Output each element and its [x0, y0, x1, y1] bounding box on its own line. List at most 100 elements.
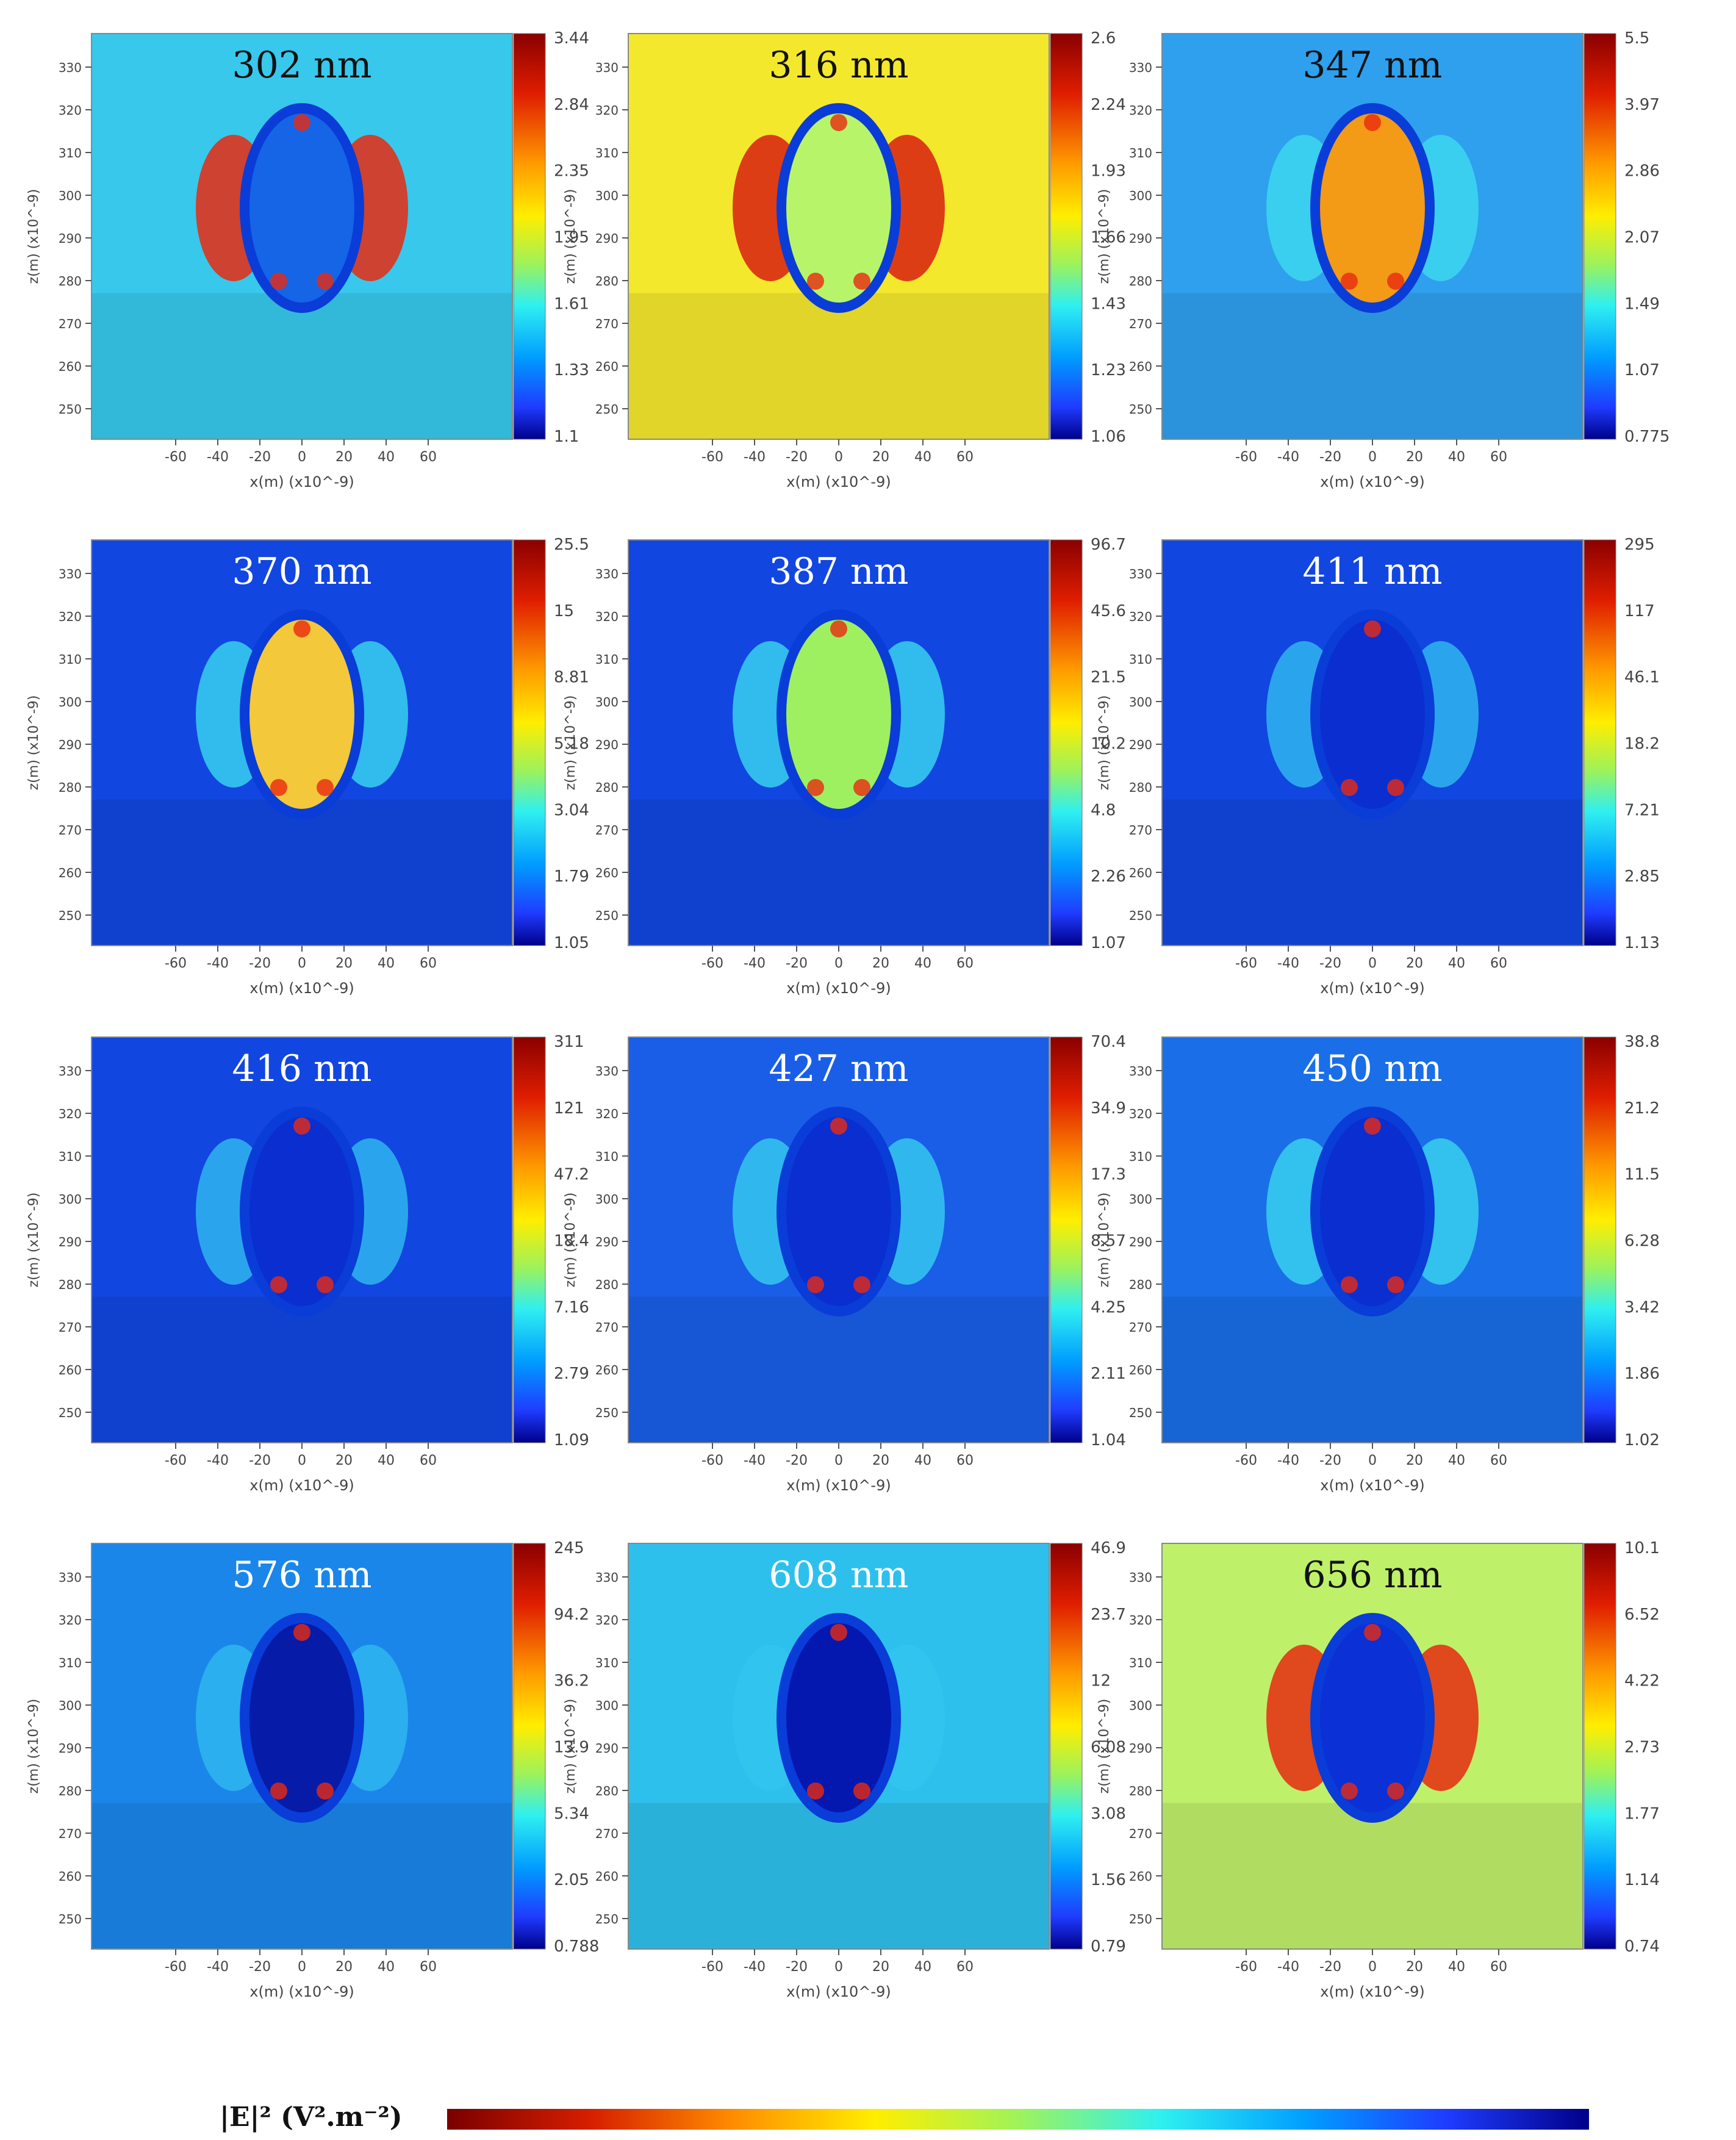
colorbar-tick-label: 15: [554, 602, 574, 620]
z-tick-label: 250: [595, 908, 619, 923]
z-tick-label: 330: [1129, 567, 1152, 581]
x-tick-label: -60: [165, 956, 187, 971]
hot-spot: [317, 778, 334, 796]
colorbar-tick-label: 2.11: [1091, 1365, 1126, 1383]
panel-title: 370 nm: [232, 550, 371, 593]
panel-title: 656 nm: [1302, 1554, 1442, 1596]
x-tick-label: -40: [207, 956, 229, 971]
z-tick-label: 300: [1129, 189, 1152, 203]
x-axis-label: x(m) (x10^-9): [249, 473, 354, 490]
hot-spot: [1387, 1276, 1404, 1293]
colorbar-tick-label: 2.24: [1091, 96, 1126, 114]
z-tick-label: 250: [595, 402, 619, 417]
z-tick-label: 280: [595, 1277, 619, 1292]
x-tick-label: 20: [335, 956, 353, 971]
z-tick-label: 280: [59, 274, 82, 289]
z-tick-label: 330: [595, 1570, 619, 1585]
colorbar: [513, 33, 546, 440]
colorbar-tick-label: 2.84: [554, 96, 589, 114]
colorbar-tick-label: 5.34: [554, 1804, 589, 1823]
colorbar-tick-label: 18.4: [554, 1232, 589, 1251]
x-tick-label: -20: [786, 450, 808, 465]
z-tick-label: 310: [59, 1656, 82, 1670]
colorbar-tick-label: 1.04: [1091, 1431, 1126, 1449]
particle-core: [786, 619, 891, 809]
colorbar-tick-label: 5.5: [1624, 29, 1649, 48]
horizontal-colorbar: [447, 2109, 1589, 2130]
z-tick-label: 300: [595, 695, 619, 709]
hot-spot: [293, 1623, 310, 1641]
z-tick-label: 280: [1129, 274, 1152, 289]
colorbar-tick-label: 21.5: [1091, 669, 1126, 687]
x-tick-label: 40: [1448, 1959, 1465, 1975]
z-tick-label: 310: [59, 652, 82, 667]
colorbar-tick-label: 8.81: [554, 669, 589, 687]
x-tick-label: 40: [914, 450, 931, 465]
x-tick-label: -40: [744, 1453, 766, 1468]
panel-title: 608 nm: [769, 1554, 908, 1596]
colorbar-tick-label: 2.6: [1091, 29, 1116, 48]
colorbar-tick-label: 6.28: [1624, 1232, 1660, 1251]
z-tick-label: 280: [595, 780, 619, 795]
z-axis-label: z(m) (x10^-9): [563, 189, 578, 284]
x-tick-label: 60: [1490, 956, 1507, 971]
z-tick-label: 250: [1129, 402, 1152, 417]
x-tick-label: 60: [1490, 450, 1507, 465]
panel-12: 10.1 6.52 4.22 2.73 1.77 1.14 0.74 -60 -40 -20 0 20…: [1097, 1539, 1660, 2000]
z-tick-label: 300: [59, 695, 82, 709]
hot-spot: [1341, 272, 1358, 290]
x-tick-label: 0: [298, 956, 306, 971]
hot-spot: [270, 1276, 287, 1293]
panel-10: 245 94.2 36.2 13.9 5.34 2.05 0.788 -60 -40 -20 0 20…: [26, 1539, 599, 2000]
colorbar-tick-label: 1.33: [554, 361, 589, 379]
x-tick-label: 20: [1406, 450, 1423, 465]
hot-spot: [1341, 778, 1358, 796]
x-tick-label: -20: [249, 1453, 271, 1468]
hot-spot: [853, 272, 870, 290]
x-tick-label: -40: [1277, 1959, 1299, 1975]
z-tick-label: 290: [595, 231, 619, 246]
x-axis-label: x(m) (x10^-9): [1320, 980, 1424, 997]
x-tick-label: 0: [834, 450, 843, 465]
x-tick-label: -40: [207, 450, 229, 465]
hot-spot: [293, 1117, 310, 1135]
z-tick-label: 320: [59, 609, 82, 624]
colorbar-tick-label: 2.05: [554, 1871, 589, 1889]
colorbar-tick-label: 46.1: [1624, 669, 1660, 687]
colorbar-tick-label: 1.66: [1091, 229, 1126, 247]
x-tick-label: -40: [1277, 450, 1299, 465]
z-tick-label: 320: [1129, 609, 1152, 624]
z-tick-label: 300: [1129, 1192, 1152, 1207]
particle-core: [1320, 1116, 1425, 1306]
x-axis-label: x(m) (x10^-9): [249, 1983, 354, 2000]
z-axis-label: z(m) (x10^-9): [563, 1699, 578, 1794]
x-tick-label: 40: [914, 956, 931, 971]
z-tick-label: 310: [59, 146, 82, 160]
x-axis-label: x(m) (x10^-9): [786, 1477, 891, 1494]
z-tick-label: 270: [59, 823, 82, 838]
colorbar-tick-label: 117: [1624, 602, 1655, 620]
panel-title: 302 nm: [232, 44, 371, 87]
z-tick-label: 270: [59, 317, 82, 331]
x-tick-label: -60: [701, 956, 723, 971]
panel-title: 387 nm: [769, 550, 908, 593]
x-tick-label: 40: [914, 1959, 931, 1975]
x-tick-label: 0: [1368, 450, 1377, 465]
hot-spot: [853, 1276, 870, 1293]
x-tick-label: 0: [1368, 1453, 1377, 1468]
colorbar-tick-label: 0.79: [1091, 1937, 1126, 1956]
x-tick-label: 0: [834, 956, 843, 971]
hot-spot: [807, 778, 824, 796]
hot-spot: [1387, 778, 1404, 796]
z-tick-label: 320: [1129, 1613, 1152, 1628]
colorbar-tick-label: 1.07: [1091, 934, 1126, 952]
particle-core: [786, 1623, 891, 1812]
hot-spot: [1364, 1117, 1381, 1135]
hot-spot: [830, 620, 847, 637]
x-tick-label: -20: [1319, 1453, 1341, 1468]
panel-title: 450 nm: [1302, 1047, 1442, 1090]
x-tick-label: 40: [378, 450, 395, 465]
x-tick-label: 60: [956, 450, 974, 465]
particle-core: [249, 1623, 354, 1812]
z-tick-label: 280: [595, 1784, 619, 1798]
